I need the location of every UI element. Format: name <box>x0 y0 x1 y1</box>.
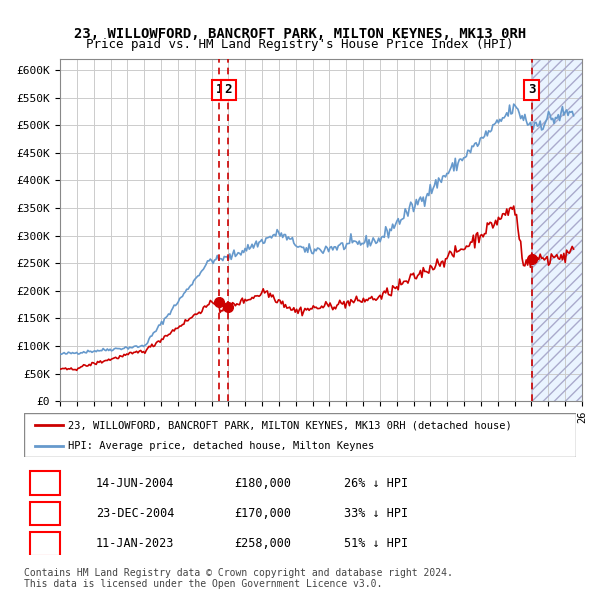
Text: 3: 3 <box>41 537 48 550</box>
Text: 1: 1 <box>41 477 48 490</box>
Bar <box>532 59 582 401</box>
Text: 1: 1 <box>215 83 223 96</box>
Text: 51% ↓ HPI: 51% ↓ HPI <box>344 537 408 550</box>
Text: 2: 2 <box>41 507 48 520</box>
Text: £258,000: £258,000 <box>234 537 291 550</box>
Text: 33% ↓ HPI: 33% ↓ HPI <box>344 507 408 520</box>
Text: £180,000: £180,000 <box>234 477 291 490</box>
Text: £170,000: £170,000 <box>234 507 291 520</box>
Text: This data is licensed under the Open Government Licence v3.0.: This data is licensed under the Open Gov… <box>24 579 382 589</box>
Text: 3: 3 <box>528 83 536 96</box>
FancyBboxPatch shape <box>24 413 576 457</box>
Text: 2: 2 <box>224 83 232 96</box>
Text: 23, WILLOWFORD, BANCROFT PARK, MILTON KEYNES, MK13 0RH: 23, WILLOWFORD, BANCROFT PARK, MILTON KE… <box>74 27 526 41</box>
Text: 23-DEC-2004: 23-DEC-2004 <box>96 507 174 520</box>
Text: Contains HM Land Registry data © Crown copyright and database right 2024.: Contains HM Land Registry data © Crown c… <box>24 568 453 578</box>
Text: 14-JUN-2004: 14-JUN-2004 <box>96 477 174 490</box>
Text: 26% ↓ HPI: 26% ↓ HPI <box>344 477 408 490</box>
Text: Price paid vs. HM Land Registry's House Price Index (HPI): Price paid vs. HM Land Registry's House … <box>86 38 514 51</box>
FancyBboxPatch shape <box>29 502 60 525</box>
Text: 23, WILLOWFORD, BANCROFT PARK, MILTON KEYNES, MK13 0RH (detached house): 23, WILLOWFORD, BANCROFT PARK, MILTON KE… <box>68 421 512 430</box>
Text: 11-JAN-2023: 11-JAN-2023 <box>96 537 174 550</box>
Bar <box>532 59 582 401</box>
Text: HPI: Average price, detached house, Milton Keynes: HPI: Average price, detached house, Milt… <box>68 441 374 451</box>
FancyBboxPatch shape <box>29 471 60 495</box>
FancyBboxPatch shape <box>29 532 60 556</box>
